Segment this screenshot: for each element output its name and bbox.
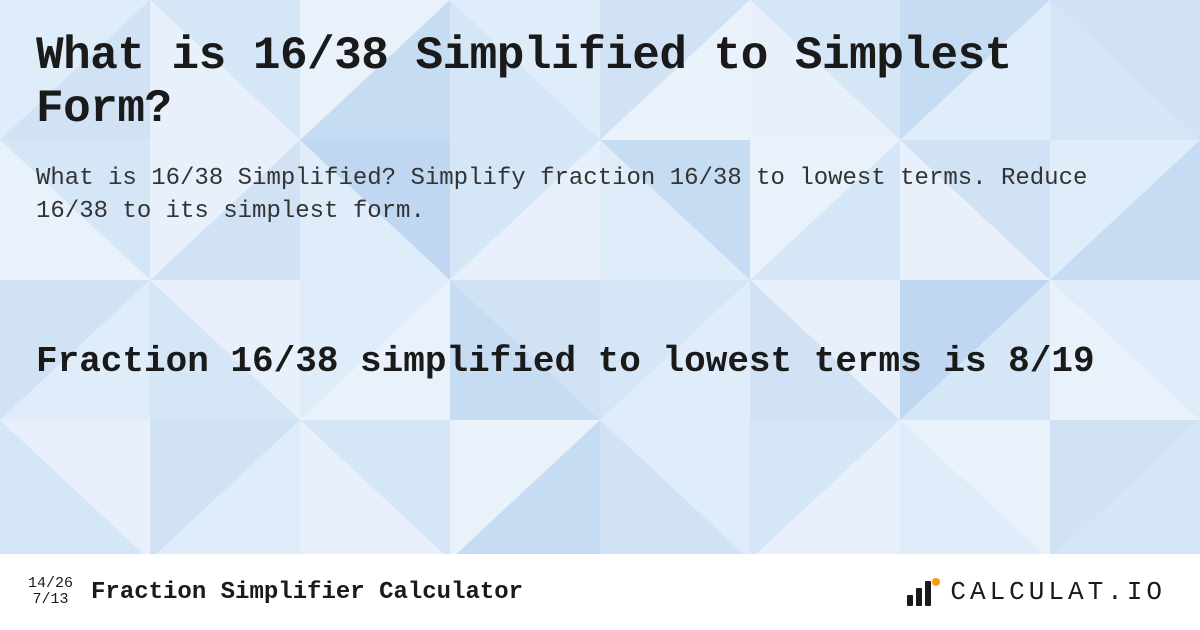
brand-text: CALCULAT.IO (950, 577, 1166, 607)
main-content: What is 16/38 Simplified to Simplest For… (0, 0, 1200, 630)
fraction-icon: 14/26 7/13 (28, 576, 73, 609)
page-title: What is 16/38 Simplified to Simplest For… (36, 30, 1164, 136)
footer-left: 14/26 7/13 Fraction Simplifier Calculato… (28, 576, 523, 609)
answer-heading: Fraction 16/38 simplified to lowest term… (36, 339, 1156, 384)
brand-logo-icon (906, 577, 940, 607)
page-description: What is 16/38 Simplified? Simplify fract… (36, 162, 1156, 229)
brand: CALCULAT.IO (906, 577, 1166, 607)
fraction-icon-top: 14/26 (28, 576, 73, 593)
calculator-name: Fraction Simplifier Calculator (91, 579, 523, 606)
fraction-icon-bottom: 7/13 (33, 592, 69, 609)
footer-bar: 14/26 7/13 Fraction Simplifier Calculato… (0, 554, 1200, 630)
